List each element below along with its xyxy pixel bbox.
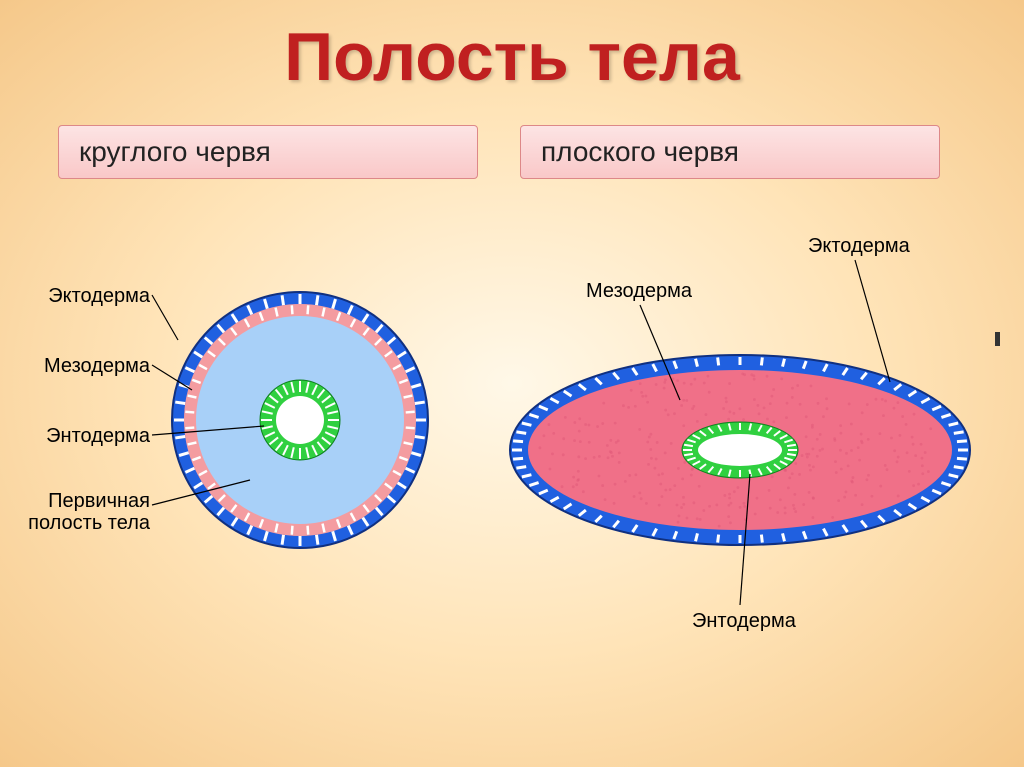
label-flat-endoderm: Энтодерма [692, 610, 796, 633]
label-round-cavity: Первичная полость тела [10, 490, 150, 534]
label-round-mesoderm: Мезодерма [30, 355, 150, 378]
label-flat-mesoderm: Мезодерма [586, 280, 692, 303]
label-round-endoderm: Энтодерма [30, 425, 150, 448]
page-title: Полость тела [0, 18, 1024, 96]
subtitle-flat-worm: плоского червя [520, 125, 940, 179]
label-round-ectoderm: Эктодерма [30, 285, 150, 308]
label-flat-ectoderm: Эктодерма [808, 235, 910, 258]
diagram-svg [0, 200, 1024, 767]
label-round-cavity-text: Первичная полость тела [28, 490, 150, 534]
diagram-area: Эктодерма Мезодерма Энтодерма Первичная … [0, 200, 1024, 767]
subtitle-round-worm: круглого червя [58, 125, 478, 179]
